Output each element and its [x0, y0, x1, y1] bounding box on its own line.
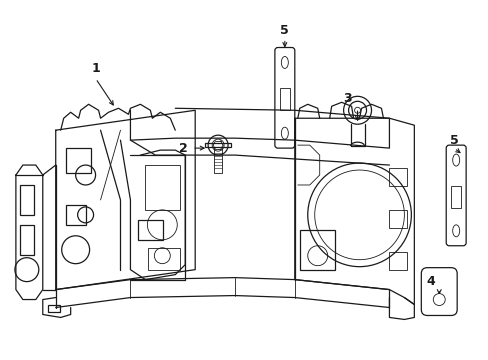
Bar	[299, 230, 334, 270]
Bar	[279, 88, 289, 110]
Bar	[205, 143, 230, 147]
Text: 5: 5	[449, 134, 458, 147]
Bar	[65, 205, 85, 225]
Bar	[20, 225, 34, 255]
Bar	[48, 305, 60, 312]
Bar	[148, 248, 180, 270]
Bar	[388, 252, 407, 270]
Text: 2: 2	[179, 141, 187, 155]
Text: 4: 4	[426, 275, 435, 288]
Bar	[138, 220, 163, 240]
Bar	[450, 186, 460, 208]
Bar	[388, 210, 407, 228]
Bar	[20, 185, 34, 215]
Bar	[388, 168, 407, 186]
Bar	[145, 165, 180, 210]
Text: 5: 5	[280, 24, 288, 37]
Bar	[65, 148, 90, 173]
Text: 3: 3	[343, 92, 351, 105]
Text: 1: 1	[91, 62, 100, 75]
